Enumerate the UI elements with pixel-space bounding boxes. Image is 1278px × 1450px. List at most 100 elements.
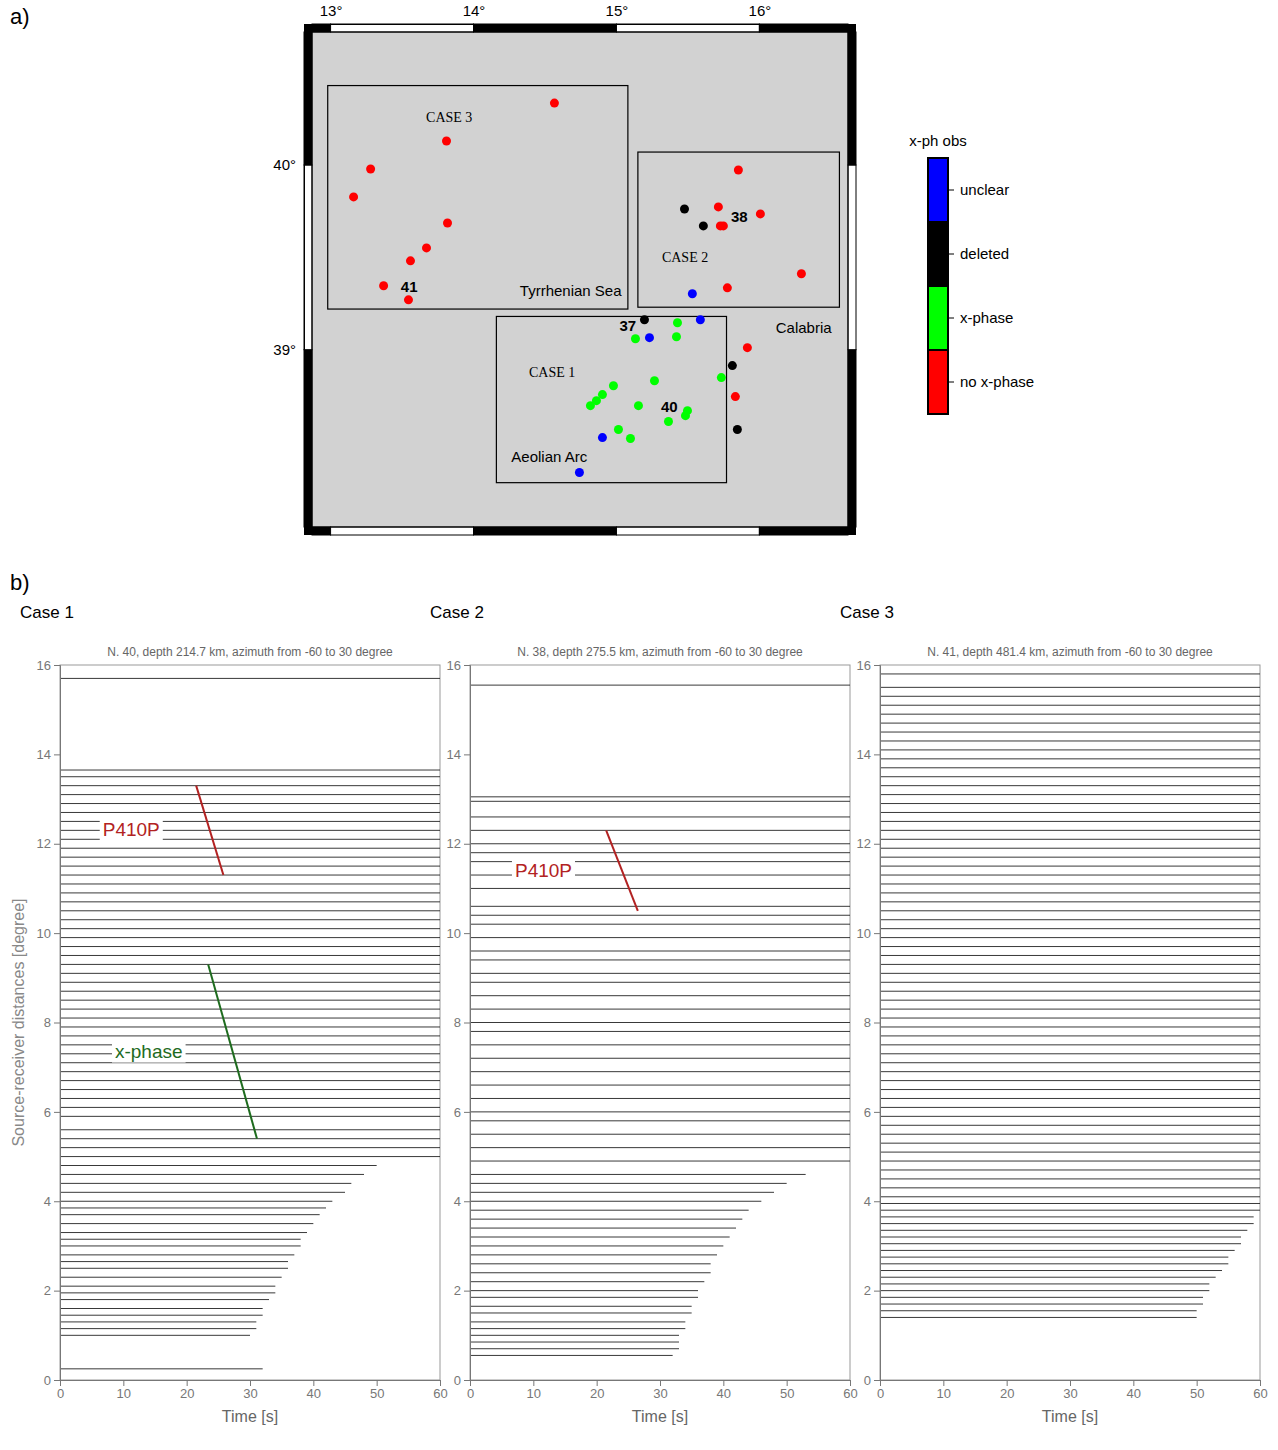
trace: [880, 749, 1260, 750]
trace: [880, 740, 1260, 741]
trace: [60, 955, 440, 956]
tick: 20: [590, 1380, 604, 1401]
event-point: [688, 289, 697, 298]
trace: [880, 1210, 1260, 1211]
tick-label: 4: [454, 1194, 461, 1209]
trace: [470, 915, 850, 916]
tick: 6: [454, 1105, 470, 1120]
trace: [880, 1283, 1209, 1284]
trace: [470, 1355, 673, 1356]
trace: [470, 1254, 717, 1255]
tick-mark: [874, 844, 880, 845]
tick-mark: [123, 1380, 124, 1386]
trace: [880, 1317, 1197, 1318]
trace: [880, 901, 1260, 902]
trace: [60, 1138, 440, 1139]
tick: 0: [44, 1373, 60, 1388]
trace: [880, 1143, 1260, 1144]
tick: 12: [447, 836, 470, 851]
trace: [60, 1000, 440, 1001]
trace: [60, 1335, 250, 1336]
trace: [60, 1207, 326, 1208]
legend-tick: [948, 254, 954, 255]
event-point: [575, 468, 584, 477]
trace: [60, 1129, 440, 1130]
trace: [880, 758, 1260, 759]
trace: [880, 1009, 1260, 1010]
legend-label: unclear: [960, 181, 1009, 198]
trace: [880, 812, 1260, 813]
event-point: [422, 243, 431, 252]
tick-label: 4: [864, 1194, 871, 1209]
tick-label: 0: [467, 1386, 474, 1401]
tick-label: 14: [37, 747, 51, 762]
tick: 40°: [273, 156, 304, 173]
tick-label: 6: [454, 1105, 461, 1120]
frame-segment: [304, 350, 312, 527]
tick-mark: [464, 754, 470, 755]
trace: [470, 1272, 711, 1273]
trace: [470, 1335, 679, 1336]
event-point: [379, 281, 388, 290]
trace: [880, 785, 1260, 786]
legend-title: x-ph obs: [909, 132, 967, 149]
frame-segment: [474, 24, 617, 32]
trace: [470, 1348, 679, 1349]
tick: 0: [877, 1380, 884, 1401]
tick: 20: [1000, 1380, 1014, 1401]
tick: 8: [864, 1015, 880, 1030]
axis-line: [874, 666, 881, 1381]
trace: [470, 1134, 850, 1135]
trace: [60, 1089, 440, 1090]
frame-segment: [304, 165, 312, 350]
trace: [470, 973, 850, 974]
event-point: [631, 334, 640, 343]
trace: [880, 928, 1260, 929]
event-point: [550, 99, 559, 108]
tick-mark: [54, 844, 60, 845]
axis: 0246810121416: [37, 658, 61, 1388]
tick-label: 20: [180, 1386, 194, 1401]
axis: 0246810121416: [857, 658, 881, 1388]
legend: x-ph obsuncleardeletedx-phaseno x-phase: [909, 132, 1034, 414]
x-axis-title: Time [s]: [632, 1408, 688, 1425]
tick-label: 16: [857, 658, 871, 673]
trace: [880, 696, 1260, 697]
axis-line: [54, 666, 61, 1381]
trace: [880, 1071, 1260, 1072]
tick-label: 50: [780, 1386, 794, 1401]
trace: [470, 1120, 850, 1121]
tick-mark: [377, 1380, 378, 1386]
legend-label: x-phase: [960, 309, 1013, 326]
trace: [470, 830, 850, 831]
trace: [880, 964, 1260, 965]
trace: [60, 1174, 364, 1175]
frame-segment: [312, 24, 331, 32]
tick-label: 40°: [273, 156, 296, 173]
trace: [880, 1304, 1203, 1305]
trace: [60, 1035, 440, 1036]
tick: 20: [180, 1380, 194, 1401]
trace: [60, 776, 440, 777]
trace: [470, 1306, 692, 1307]
event-point: [743, 343, 752, 352]
tick-label: 12: [857, 836, 871, 851]
trace: [60, 848, 440, 849]
trace: [880, 687, 1260, 688]
trace: [470, 843, 850, 844]
tick-mark: [464, 1112, 470, 1113]
event-point: [650, 376, 659, 385]
tick-mark: [440, 1380, 441, 1386]
event-point: [442, 136, 451, 145]
trace: [60, 785, 440, 786]
trace: [470, 1044, 850, 1045]
event-point: [696, 315, 705, 324]
trace: [60, 866, 440, 867]
trace: [60, 901, 440, 902]
trace: [880, 1297, 1203, 1298]
legend-label: deleted: [960, 245, 1009, 262]
tick-label: 12: [37, 836, 51, 851]
tick-mark: [54, 1380, 60, 1381]
tick: 40: [307, 1380, 321, 1401]
phase-pick: [208, 964, 257, 1138]
